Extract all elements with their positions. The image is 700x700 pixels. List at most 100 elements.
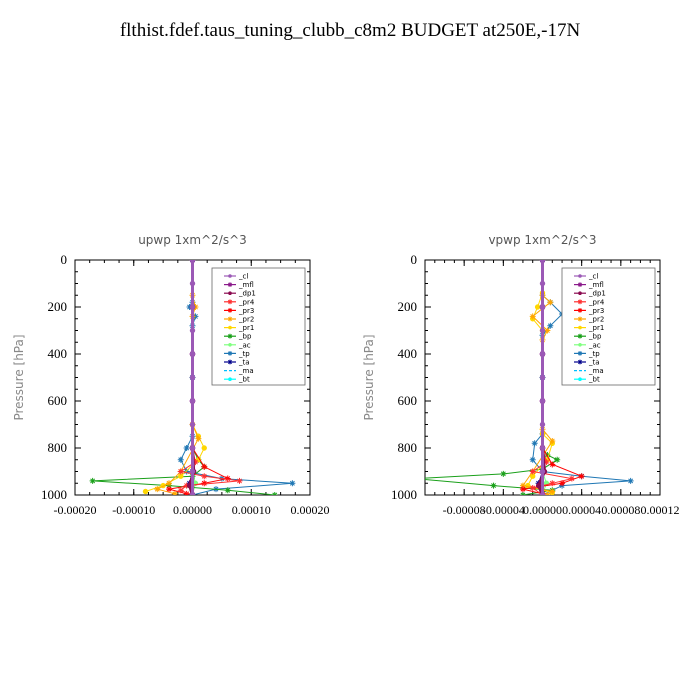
data-point [539, 492, 546, 495]
legend-label: _ma [238, 367, 254, 375]
legend-label: _tp [588, 350, 600, 358]
data-point [539, 260, 546, 263]
legend-item-bt: _bt [574, 376, 600, 384]
data-point [189, 445, 196, 451]
data-point [289, 480, 296, 487]
panel-title: vpwp 1xm^2/s^3 [488, 233, 596, 247]
data-point [500, 470, 507, 477]
data-point [195, 435, 202, 442]
legend-label: _dp1 [238, 290, 256, 298]
data-point [224, 487, 231, 494]
data-point [192, 459, 199, 466]
y-tick-label: 1000 [391, 487, 417, 502]
data-point [539, 468, 546, 475]
data-point [189, 260, 196, 263]
legend: _cl_mfl_dp1_pr4_pr3_pr2_pr1_bp_ac_tp_ta_… [211, 267, 306, 386]
y-tick-label: 600 [48, 393, 68, 408]
data-point [531, 440, 538, 447]
data-point [535, 482, 542, 489]
data-point [171, 490, 178, 495]
legend-marker [227, 359, 233, 365]
legend-item-pr2: _pr2 [224, 316, 254, 324]
legend-label: _tp [238, 350, 250, 358]
x-tick-label: 0.00010 [232, 503, 271, 517]
legend-item-ac: _ac [224, 341, 251, 349]
data-point [178, 473, 184, 479]
x-tick-label: -0.00010 [112, 503, 155, 517]
data-point [189, 280, 196, 287]
data-point [547, 299, 554, 306]
y-tick-label: 1000 [41, 487, 67, 502]
panel-title: upwp 1xm^2/s^3 [138, 233, 247, 247]
legend-marker [227, 351, 233, 356]
data-point [189, 304, 196, 310]
legend-item-pr3: _pr3 [224, 307, 254, 315]
legend-marker [228, 274, 232, 278]
data-point [154, 486, 161, 493]
data-point [183, 445, 190, 451]
x-tick-label: 0.00004 [562, 503, 601, 517]
y-tick-label: 600 [398, 393, 418, 408]
legend-marker [578, 325, 582, 330]
data-point [177, 487, 184, 494]
y-tick-label: 0 [61, 252, 68, 267]
plot-area [425, 260, 634, 495]
legend-item-pr2: _pr2 [574, 316, 604, 324]
x-tick-label: -0.00004 [482, 503, 525, 517]
data-point [142, 488, 149, 495]
legend-label: _pr4 [588, 298, 605, 306]
data-point [627, 477, 634, 484]
data-point [189, 468, 196, 475]
legend-label: _bt [238, 376, 250, 384]
data-point [534, 304, 541, 310]
legend-item-ta: _ta [574, 359, 600, 367]
data-point [166, 486, 172, 493]
legend-marker [578, 377, 582, 382]
legend-marker [577, 308, 583, 313]
legend-marker [228, 343, 232, 347]
x-tick-label: 0.00020 [291, 503, 330, 517]
data-point [271, 492, 278, 495]
data-point [166, 480, 172, 487]
legend-item-pr1: _pr1 [224, 324, 254, 332]
y-axis-label: Pressure [hPa] [362, 334, 376, 420]
data-point [490, 482, 497, 489]
data-point [177, 456, 184, 463]
data-point [201, 463, 208, 470]
data-point [554, 456, 561, 463]
x-tick-label: 0.00000 [523, 503, 562, 517]
data-point [201, 445, 207, 451]
data-point [539, 304, 546, 310]
data-point [183, 468, 190, 475]
data-point [177, 468, 184, 475]
data-point [530, 473, 536, 479]
legend-label: _cl [588, 273, 598, 281]
legend-label: _bt [588, 376, 600, 384]
legend-item-cl: _cl [224, 273, 248, 281]
data-point [201, 480, 208, 487]
series-line [168, 447, 230, 495]
y-tick-label: 0 [411, 252, 418, 267]
legend-marker [228, 325, 232, 330]
legend-label: _bp [588, 333, 602, 341]
data-point [539, 351, 546, 357]
legend-label: _pr2 [238, 316, 254, 324]
data-point [183, 482, 190, 489]
legend-item-dp1: _dp1 [574, 290, 606, 298]
data-point [529, 468, 536, 475]
legend-item-pr1: _pr1 [574, 324, 604, 332]
legend-marker [227, 282, 233, 287]
data-point [236, 477, 243, 484]
legend-marker [227, 316, 233, 322]
data-point [519, 486, 526, 493]
legend-label: _pr3 [238, 307, 254, 315]
legend-marker [578, 274, 582, 278]
legend-label: _pr4 [238, 298, 255, 306]
data-point [529, 313, 536, 320]
data-point [189, 374, 196, 381]
legend-marker [227, 308, 233, 313]
legend-marker [578, 343, 582, 347]
data-point [544, 452, 551, 459]
legend-label: _ma [588, 367, 604, 375]
